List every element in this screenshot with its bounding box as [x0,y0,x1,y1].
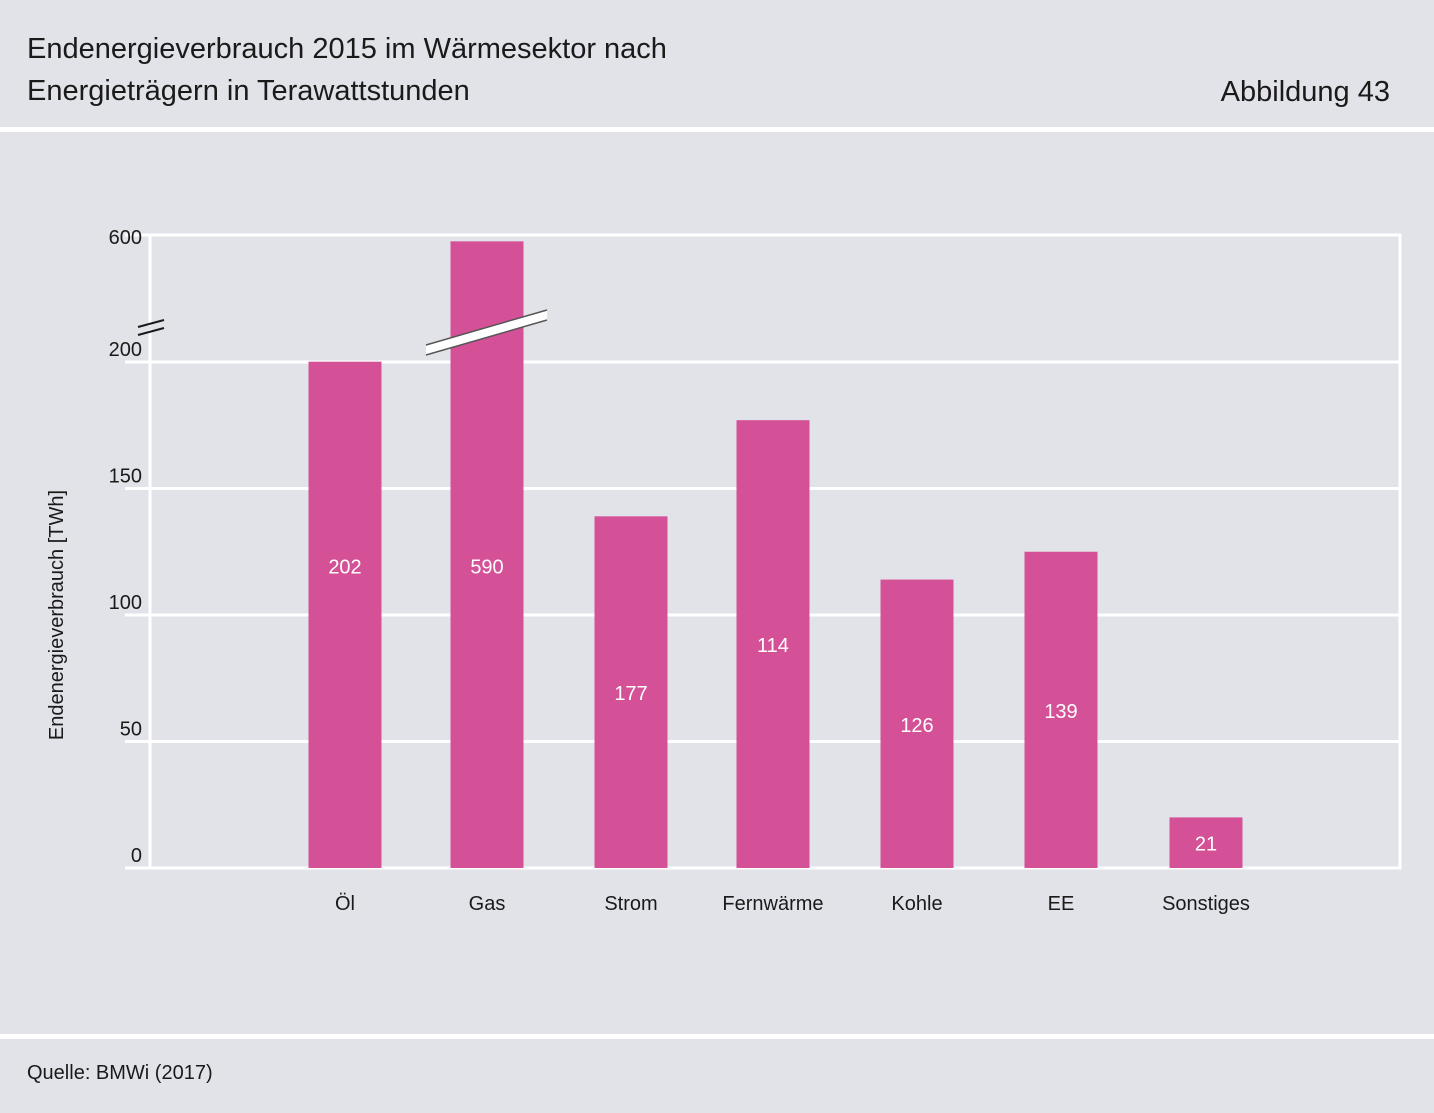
source-note: Quelle: BMWi (2017) [27,1062,213,1084]
figure-number: Abbildung 43 [1220,76,1390,108]
y-axis-title: Endenergieverbrauch [TWh] [46,490,68,740]
y-tick-label: 600 [109,227,142,249]
x-tick-label: Gas [469,893,506,915]
x-tick-label: Öl [335,893,355,915]
bar-value-label: 114 [757,635,789,657]
bar-value-label: 126 [900,715,933,737]
bar-value-label: 590 [470,556,503,578]
bar-value-label: 21 [1195,834,1217,856]
bar [880,579,954,868]
bar [594,516,668,868]
chart-area: 0 50 100 150 200 600 Endenergieverbrauch [TWh]… [0,132,1434,1032]
x-tick-label: Kohle [891,893,942,915]
footer-divider [0,1034,1434,1039]
bar-value-label: 202 [328,556,361,578]
y-tick-label: 0 [131,845,142,867]
y-tick-label: 100 [109,592,142,614]
header-divider [0,127,1434,132]
bar-chart: 0 50 100 150 200 600 Endenergieverbrauch [TWh]… [46,227,1402,915]
axis-break-gap [138,322,164,333]
y-tick-label: 200 [109,339,142,361]
bar [1024,551,1098,868]
bar [308,361,382,868]
figure-header: Endenergieverbrauch 2015 im Wärmesektor … [0,0,1434,127]
bar-break-line [425,309,548,346]
chart-title-line-2: Energieträgern in Terawattstunden [27,75,470,107]
y-tick-label: 50 [120,719,142,741]
bar-break-line [425,319,548,356]
x-tick-label: Sonstiges [1162,893,1250,915]
x-tick-label: EE [1048,893,1075,915]
bar-value-label: 139 [1044,701,1077,723]
bar [450,241,524,869]
bar-value-label: 177 [614,683,647,705]
bar-break-band [426,310,547,355]
bar [1169,817,1243,868]
bar [736,420,810,868]
x-tick-label: Strom [604,893,657,915]
chart-title-line-1: Endenergieverbrauch 2015 im Wärmesektor … [27,33,667,65]
y-tick-label: 150 [109,466,142,488]
axis-break-mark [137,319,165,328]
chart-title: Endenergieverbrauch 2015 im Wärmesektor … [27,28,667,112]
x-tick-label: Fernwärme [722,893,823,915]
axis-break-mark [137,327,165,336]
